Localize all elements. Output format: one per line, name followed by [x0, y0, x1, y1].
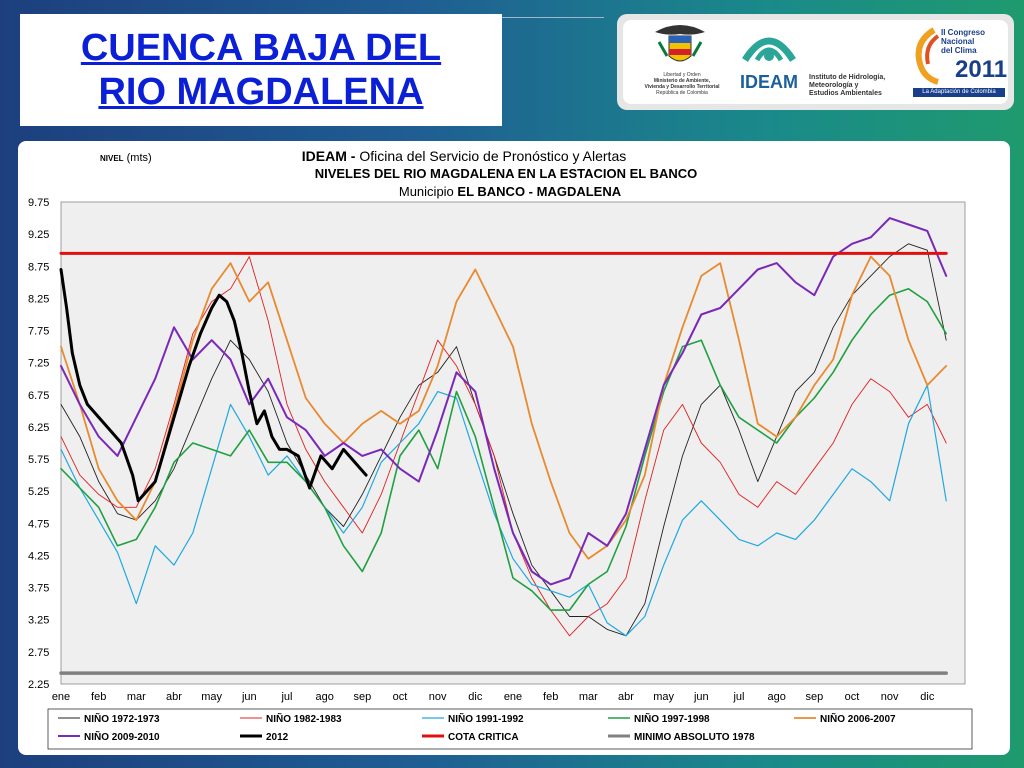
colombia-coat-of-arms-icon: [655, 25, 705, 62]
x-tick-label: feb: [91, 691, 106, 703]
congreso-tagline: La Adaptación de Colombia: [913, 88, 1005, 97]
series-line-0: [60, 243, 947, 637]
y-tick-label: 6.25: [28, 422, 49, 434]
x-tick-label: ene: [52, 691, 70, 703]
slide-title-line-2: RIO MAGDALENA: [98, 71, 424, 113]
y-tick-label: 4.25: [28, 550, 49, 562]
ideam-desc-1: Instituto de Hidrología,: [809, 74, 886, 81]
chart-title-line-2: NIVELES DEL RIO MAGDALENA EN LA ESTACION…: [315, 166, 698, 181]
series-line-2: [60, 384, 947, 637]
series-line-5: [60, 217, 948, 586]
ministerio-line-1: Libertad y Orden: [663, 72, 701, 78]
x-tick-label: jun: [241, 691, 257, 703]
y-tick-label: 7.75: [28, 326, 49, 338]
ministerio-line-3: Vivienda y Desarrollo Territorial: [644, 84, 720, 90]
x-tick-label: feb: [543, 691, 558, 703]
slide-title-box: CUENCA BAJA DEL RIO MAGDALENA: [20, 14, 502, 126]
x-tick-label: mar: [127, 691, 146, 703]
legend-label: NIÑO 2006-2007: [820, 712, 896, 725]
y-tick-label: 2.75: [28, 647, 49, 659]
x-tick-label: oct: [393, 691, 408, 703]
x-tick-label: oct: [845, 691, 860, 703]
ideam-logo-icon: [742, 37, 796, 62]
legend-box: [47, 708, 973, 750]
x-tick-label: sep: [805, 691, 823, 703]
ministerio-line-2: Ministerio de Ambiente,: [653, 78, 711, 84]
y-tick-label: 5.75: [28, 454, 49, 466]
y-tick-label: 6.75: [28, 390, 49, 402]
legend-label: NIÑO 1982-1983: [266, 712, 342, 725]
legend-label: MINIMO ABSOLUTO 1978: [634, 732, 755, 743]
congreso-line-2: Nacional: [941, 37, 975, 46]
y-tick-label: 7.25: [28, 358, 49, 370]
x-tick-label: nov: [429, 691, 447, 703]
y-tick-label: 3.75: [28, 583, 49, 595]
x-tick-label: may: [653, 691, 674, 703]
congreso-year: 2011: [955, 56, 1008, 83]
congreso-line-3: del Clima: [941, 46, 977, 55]
y-tick-label: 9.25: [28, 229, 49, 241]
series-line-4: [60, 255, 948, 560]
series-line-3: [60, 288, 947, 611]
slide-title-line-1: CUENCA BAJA DEL: [80, 27, 442, 69]
legend-label: NIÑO 1997-1998: [634, 712, 710, 725]
logos-banner: Libertad y Orden Ministerio de Ambiente,…: [617, 14, 1014, 110]
river-level-chart: NIVEL (mts) IDEAM - Oficina del Servicio…: [28, 148, 973, 750]
plot-area: [60, 201, 966, 685]
x-tick-label: jul: [280, 691, 292, 703]
x-tick-label: jun: [693, 691, 709, 703]
x-tick-label: jul: [732, 691, 744, 703]
ideam-name: IDEAM: [740, 72, 798, 92]
x-tick-label: dic: [468, 691, 483, 703]
x-tick-label: ago: [767, 691, 785, 703]
y-tick-label: 8.75: [28, 261, 49, 273]
y-tick-label: 9.75: [28, 197, 49, 209]
chart-panel: NIVEL (mts) IDEAM - Oficina del Servicio…: [18, 141, 1010, 755]
y-tick-label: 4.75: [28, 518, 49, 530]
chart-title-line-1: IDEAM - Oficina del Servicio de Pronósti…: [302, 148, 626, 164]
x-tick-label: abr: [166, 691, 182, 703]
x-tick-label: may: [201, 691, 222, 703]
x-tick-label: ago: [315, 691, 333, 703]
ministerio-line-4: República de Colombia: [656, 90, 708, 96]
legend-label: NIÑO 1991-1992: [448, 712, 524, 725]
x-tick-label: abr: [618, 691, 634, 703]
legend-label: 2012: [266, 732, 289, 743]
series-line-1: [60, 256, 947, 637]
ideam-desc-3: Estudios Ambientales: [809, 90, 882, 97]
legend-label: NIÑO 2009-2010: [84, 730, 160, 743]
chart-title-line-3: Municipio EL BANCO - MAGDALENA: [399, 184, 622, 199]
x-tick-label: ene: [504, 691, 522, 703]
congreso-clima-logo-icon: [915, 27, 940, 85]
congreso-line-1: II Congreso: [941, 28, 986, 37]
x-tick-label: nov: [881, 691, 899, 703]
x-tick-label: mar: [579, 691, 598, 703]
x-tick-label: dic: [920, 691, 935, 703]
header-divider: [502, 17, 604, 18]
legend-label: NIÑO 1972-1973: [84, 712, 160, 725]
legend-label: COTA CRITICA: [448, 732, 519, 743]
series-line-6: [59, 268, 368, 503]
ideam-desc-2: Meteorología y: [809, 82, 859, 89]
y-tick-label: 8.25: [28, 293, 49, 305]
y-tick-label: 2.25: [28, 679, 49, 691]
x-tick-label: sep: [353, 691, 371, 703]
y-tick-label: 3.25: [28, 615, 49, 627]
y-tick-label: 5.25: [28, 486, 49, 498]
y-axis-label: NIVEL (mts): [100, 152, 152, 164]
